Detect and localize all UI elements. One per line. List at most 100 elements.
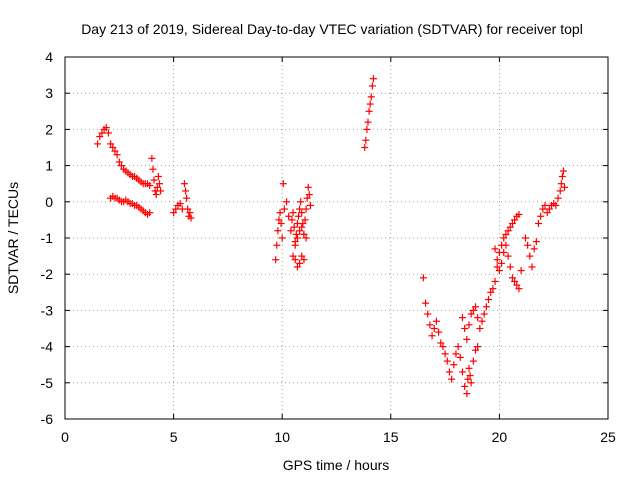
data-point <box>298 209 306 217</box>
y-tick-label: 4 <box>45 49 53 65</box>
data-point <box>526 252 534 260</box>
data-point <box>500 234 508 242</box>
data-point <box>304 183 312 191</box>
data-point <box>489 285 497 293</box>
data-point <box>465 321 473 329</box>
data-point <box>524 241 532 249</box>
data-point <box>474 343 482 351</box>
data-point <box>154 172 162 180</box>
data-point <box>521 234 529 242</box>
data-point <box>467 379 475 387</box>
data-point <box>464 375 472 383</box>
data-point <box>452 350 460 358</box>
data-point <box>182 187 190 195</box>
x-tick-label: 0 <box>61 429 69 445</box>
data-point <box>288 216 296 224</box>
data-point <box>117 162 125 170</box>
data-point <box>111 147 119 155</box>
data-point <box>291 241 299 249</box>
data-point <box>302 234 310 242</box>
data-point <box>487 288 495 296</box>
data-point <box>441 350 449 358</box>
data-point <box>368 82 376 90</box>
data-point <box>113 151 121 159</box>
data-point <box>187 214 195 222</box>
data-series <box>94 75 569 398</box>
data-point <box>186 209 194 217</box>
data-point <box>296 259 304 267</box>
data-point <box>183 194 191 202</box>
data-point <box>561 183 569 191</box>
data-point <box>369 75 377 83</box>
data-point <box>296 205 304 213</box>
data-point <box>115 158 123 166</box>
data-point <box>469 306 477 314</box>
y-tick-label: -6 <box>41 411 54 427</box>
data-point <box>279 180 287 188</box>
data-point <box>437 339 445 347</box>
data-point <box>273 241 281 249</box>
data-point <box>291 256 299 264</box>
data-point <box>305 191 313 199</box>
data-point <box>472 346 480 354</box>
data-point <box>502 230 510 238</box>
y-tick-label: -2 <box>41 266 54 282</box>
y-tick-label: 2 <box>45 121 53 137</box>
data-point <box>361 144 369 151</box>
data-point <box>545 205 553 213</box>
data-point <box>506 223 514 231</box>
x-tick-label: 5 <box>170 429 178 445</box>
x-axis-label: GPS time / hours <box>283 457 390 473</box>
data-point <box>299 220 307 228</box>
data-point <box>495 267 503 275</box>
data-point <box>534 220 542 228</box>
data-point <box>443 357 451 365</box>
data-point <box>461 382 469 390</box>
y-tick-label: -1 <box>41 230 54 246</box>
data-point <box>277 220 285 228</box>
data-point <box>493 263 501 271</box>
data-point <box>485 296 493 304</box>
data-point <box>148 154 156 162</box>
data-point <box>506 263 514 271</box>
data-point <box>530 245 538 253</box>
data-point <box>303 194 311 202</box>
data-point <box>290 223 298 231</box>
y-axis-label: SDTVAR / TECUs <box>5 182 21 294</box>
data-point <box>513 281 521 289</box>
data-point <box>558 172 566 180</box>
data-point <box>428 332 436 340</box>
data-point <box>469 357 477 365</box>
data-point <box>293 234 301 242</box>
data-point <box>365 107 373 115</box>
data-point <box>150 176 158 184</box>
y-tick-label: 0 <box>45 194 53 210</box>
data-point <box>528 263 536 271</box>
data-point <box>289 252 297 260</box>
data-point <box>456 353 464 361</box>
data-point <box>184 205 192 213</box>
data-point <box>176 200 184 208</box>
data-point <box>152 191 160 199</box>
data-point <box>467 310 475 318</box>
data-point <box>498 259 506 267</box>
data-point <box>554 194 562 202</box>
data-point <box>517 267 525 275</box>
data-point <box>480 310 488 318</box>
data-point <box>511 277 519 285</box>
data-point <box>283 198 291 206</box>
data-point <box>170 209 178 217</box>
data-point <box>559 167 567 175</box>
data-point <box>298 223 306 231</box>
data-point <box>102 124 110 132</box>
data-point <box>149 165 157 173</box>
data-point <box>466 372 474 380</box>
data-point <box>465 364 473 372</box>
data-point <box>272 256 280 264</box>
data-point <box>287 227 295 235</box>
data-point <box>367 93 375 101</box>
data-point <box>493 256 501 264</box>
data-point <box>515 210 523 218</box>
y-tick-label: -4 <box>41 339 54 355</box>
